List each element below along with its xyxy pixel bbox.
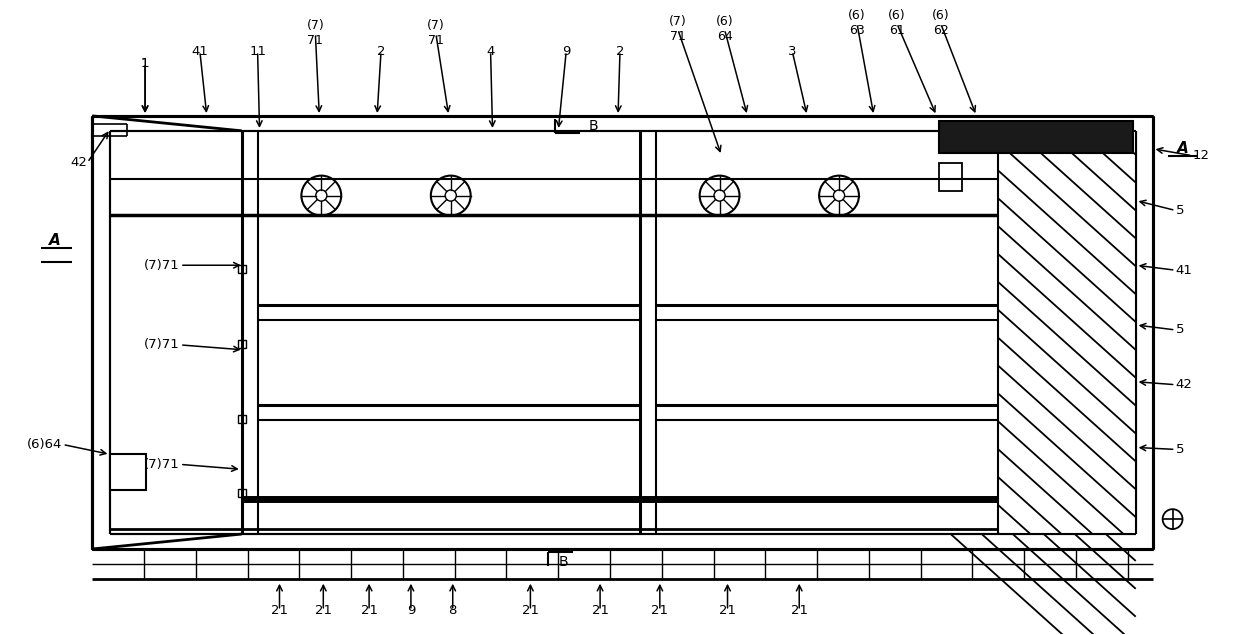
Text: (7)
71: (7) 71 bbox=[427, 19, 445, 47]
Text: (7)71: (7)71 bbox=[144, 338, 180, 351]
Text: 21: 21 bbox=[522, 605, 539, 617]
Text: 1: 1 bbox=[141, 57, 149, 70]
Bar bbox=[238, 415, 246, 422]
Text: 21: 21 bbox=[591, 605, 609, 617]
Text: 1: 1 bbox=[141, 57, 149, 70]
Text: 21: 21 bbox=[719, 605, 737, 617]
Bar bbox=[238, 489, 246, 497]
Text: (6)
61: (6) 61 bbox=[888, 10, 905, 37]
Text: 9: 9 bbox=[407, 605, 415, 617]
Text: (6)64: (6)64 bbox=[27, 438, 62, 451]
Text: 41: 41 bbox=[1176, 264, 1193, 277]
Text: B: B bbox=[588, 119, 598, 133]
Bar bbox=[238, 340, 246, 348]
Text: 42: 42 bbox=[71, 156, 87, 169]
Text: 21: 21 bbox=[272, 605, 288, 617]
Bar bbox=[110, 455, 146, 490]
Text: (7)
71: (7) 71 bbox=[306, 19, 324, 47]
Text: (7)71: (7)71 bbox=[144, 458, 180, 471]
Text: B: B bbox=[558, 555, 568, 569]
Bar bbox=[998, 131, 1136, 534]
Text: 2: 2 bbox=[377, 44, 386, 58]
Text: (6)
62: (6) 62 bbox=[931, 10, 950, 37]
Text: (6)
64: (6) 64 bbox=[715, 15, 733, 43]
Text: 4: 4 bbox=[486, 44, 495, 58]
Text: 5: 5 bbox=[1176, 204, 1184, 217]
Text: 5: 5 bbox=[1176, 323, 1184, 337]
Text: 12: 12 bbox=[1193, 149, 1209, 162]
Text: A: A bbox=[48, 233, 61, 248]
Text: 41: 41 bbox=[191, 44, 208, 58]
Text: 21: 21 bbox=[791, 605, 807, 617]
Text: 11: 11 bbox=[249, 44, 267, 58]
Text: 5: 5 bbox=[1176, 443, 1184, 456]
Text: 8: 8 bbox=[449, 605, 456, 617]
Text: 9: 9 bbox=[562, 44, 570, 58]
Text: 21: 21 bbox=[651, 605, 668, 617]
Bar bbox=[939, 163, 962, 190]
Text: 21: 21 bbox=[361, 605, 378, 617]
Text: (6)
63: (6) 63 bbox=[848, 10, 866, 37]
Text: A: A bbox=[1177, 141, 1188, 156]
Text: 2: 2 bbox=[616, 44, 624, 58]
Text: 21: 21 bbox=[315, 605, 332, 617]
Text: (7)
71: (7) 71 bbox=[668, 15, 687, 43]
Text: 42: 42 bbox=[1176, 378, 1193, 391]
Text: 3: 3 bbox=[787, 44, 796, 58]
Text: (7)71: (7)71 bbox=[144, 258, 180, 272]
Bar bbox=[238, 265, 246, 273]
Bar bbox=[939, 121, 1133, 153]
